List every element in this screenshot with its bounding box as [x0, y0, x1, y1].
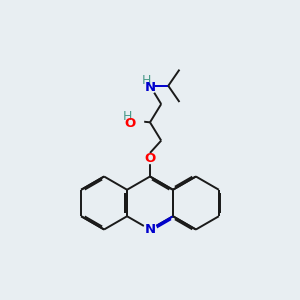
Text: N: N	[144, 223, 156, 236]
Bar	[118, 114, 143, 127]
Circle shape	[145, 153, 155, 164]
Text: O: O	[144, 152, 156, 165]
Text: N: N	[144, 81, 156, 94]
Circle shape	[143, 223, 157, 236]
Circle shape	[142, 78, 158, 93]
Text: O: O	[124, 117, 135, 130]
Text: H: H	[123, 110, 132, 123]
Text: H: H	[142, 74, 151, 87]
